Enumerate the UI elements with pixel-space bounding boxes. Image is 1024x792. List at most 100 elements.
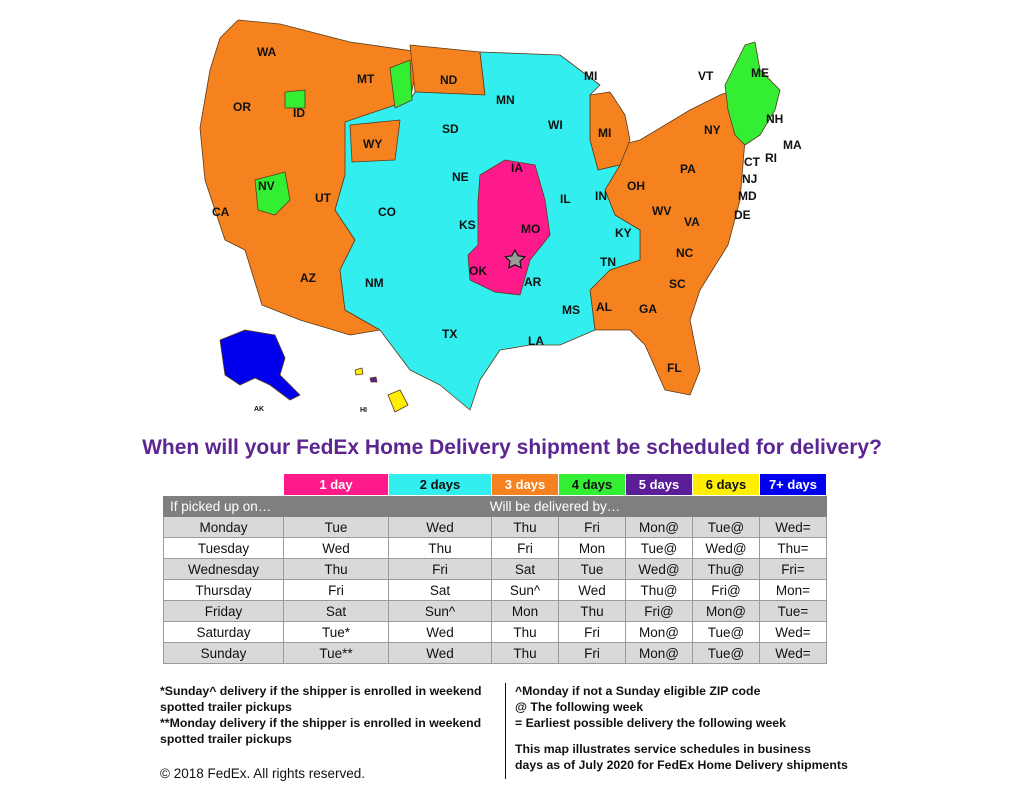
delivery-cell: Tue@	[692, 642, 760, 664]
label-nh: NH	[766, 112, 783, 126]
region-hi-6day	[387, 389, 409, 413]
region-1day	[467, 159, 551, 296]
delivery-cell: Wed	[558, 579, 626, 601]
table-row: Monday Tue Wed Thu Fri Mon@ Tue@ Wed=	[163, 516, 827, 538]
label-sd: SD	[442, 122, 459, 136]
label-mi: MI	[598, 126, 611, 140]
label-or: OR	[233, 100, 251, 114]
note-line: **Monday delivery if the shipper is enro…	[160, 716, 482, 730]
label-ca: CA	[212, 205, 230, 219]
delivery-cell: Thu	[558, 600, 626, 622]
region-ak-7day	[219, 329, 301, 401]
region-hi-6day-small	[354, 367, 364, 376]
pickup-day: Wednesday	[163, 558, 284, 580]
pickup-day: Saturday	[163, 621, 284, 643]
table-row: Friday Sat Sun^ Mon Thu Fri@ Mon@ Tue=	[163, 600, 827, 622]
notes-left: *Sunday^ delivery if the shipper is enro…	[160, 683, 482, 747]
label-nm: NM	[365, 276, 384, 290]
label-ga: GA	[639, 302, 657, 316]
label-ct: CT	[744, 155, 761, 169]
label-wa: WA	[257, 45, 277, 59]
delivery-cell: Wed@	[692, 537, 760, 559]
delivery-cell: Wed=	[759, 621, 827, 643]
label-ks: KS	[459, 218, 476, 232]
star-icon	[504, 248, 526, 269]
state-labels: WA OR CA ID NV MT WY UT AZ CO NM ND SD N…	[212, 45, 802, 414]
map-regions	[199, 19, 781, 413]
label-sc: SC	[669, 277, 686, 291]
label-ok: OK	[469, 264, 487, 278]
note-line: spotted trailer pickups	[160, 732, 292, 746]
delivery-cell: Mon=	[759, 579, 827, 601]
label-nv: NV	[258, 179, 275, 193]
region-nv-4day	[254, 171, 291, 216]
pickup-day: Sunday	[163, 642, 284, 664]
fedex-delivery-map: WA OR CA ID NV MT WY UT AZ CO NM ND SD N…	[199, 19, 802, 414]
delivery-cell: Mon	[491, 600, 559, 622]
delivery-cell: Thu	[491, 642, 559, 664]
label-me: ME	[751, 66, 769, 80]
notes-divider	[505, 683, 506, 779]
delivery-cell: Thu	[491, 621, 559, 643]
label-fl: FL	[667, 361, 682, 375]
label-wv: WV	[652, 204, 671, 218]
label-mi-upper: MI	[584, 69, 597, 83]
label-ut: UT	[315, 191, 332, 205]
delivery-cell: Sat	[283, 600, 389, 622]
label-mt: MT	[357, 72, 375, 86]
label-ia: IA	[511, 161, 523, 175]
delivery-cell: Tue=	[759, 600, 827, 622]
label-al: AL	[596, 300, 612, 314]
delivery-cell: Sat	[491, 558, 559, 580]
delivery-cell: Wed=	[759, 516, 827, 538]
delivery-cell: Sun^	[388, 600, 492, 622]
region-ne-4day	[724, 41, 781, 146]
table-row: Tuesday Wed Thu Fri Mon Tue@ Wed@ Thu=	[163, 537, 827, 559]
label-il: IL	[560, 192, 571, 206]
region-wy-3day	[349, 119, 401, 163]
delivery-cell: Mon@	[625, 642, 693, 664]
table-row: Saturday Tue* Wed Thu Fri Mon@ Tue@ Wed=	[163, 621, 827, 643]
legend-row: 1 day 2 days 3 days 4 days 5 days 6 days…	[163, 473, 827, 496]
label-tx: TX	[442, 327, 457, 341]
delivery-cell: Thu@	[625, 579, 693, 601]
legend-2-days: 2 days	[388, 473, 492, 496]
label-ms: MS	[562, 303, 580, 317]
label-pa: PA	[680, 162, 696, 176]
note-line: @ The following week	[515, 700, 644, 714]
delivery-cell: Wed@	[625, 558, 693, 580]
pickup-day: Tuesday	[163, 537, 284, 559]
label-ak: AK	[254, 406, 264, 413]
delivery-cell: Tue@	[692, 621, 760, 643]
delivery-cell: Tue*	[283, 621, 389, 643]
notes-right-bottom: This map illustrates service schedules i…	[515, 741, 848, 773]
legend-5-days: 5 days	[625, 473, 693, 496]
delivery-cell: Wed	[388, 642, 492, 664]
delivery-header: Will be delivered by…	[283, 495, 827, 517]
pickup-day: Thursday	[163, 579, 284, 601]
delivery-cell: Wed	[283, 537, 389, 559]
delivery-cell: Tue	[558, 558, 626, 580]
table-header-row: If picked up on… Will be delivered by…	[163, 495, 827, 517]
label-de: DE	[734, 208, 751, 222]
delivery-cell: Mon@	[625, 516, 693, 538]
legend-1-day: 1 day	[283, 473, 389, 496]
pickup-day: Monday	[163, 516, 284, 538]
delivery-cell: Fri@	[692, 579, 760, 601]
legend-3-days: 3 days	[491, 473, 559, 496]
delivery-cell: Thu=	[759, 537, 827, 559]
label-ky: KY	[615, 226, 632, 240]
delivery-cell: Fri	[558, 621, 626, 643]
page-title: When will your FedEx Home Delivery shipm…	[142, 436, 882, 459]
legend-6-days: 6 days	[692, 473, 760, 496]
label-hi: HI	[360, 407, 367, 414]
delivery-cell: Mon	[558, 537, 626, 559]
label-nj: NJ	[742, 172, 757, 186]
delivery-cell: Wed	[388, 516, 492, 538]
label-ma: MA	[783, 138, 802, 152]
label-ny: NY	[704, 123, 721, 137]
region-mt-4day	[389, 59, 413, 109]
table-row: Wednesday Thu Fri Sat Tue Wed@ Thu@ Fri=	[163, 558, 827, 580]
delivery-cell: Fri@	[625, 600, 693, 622]
note-line: ^Monday if not a Sunday eligible ZIP cod…	[515, 684, 761, 698]
